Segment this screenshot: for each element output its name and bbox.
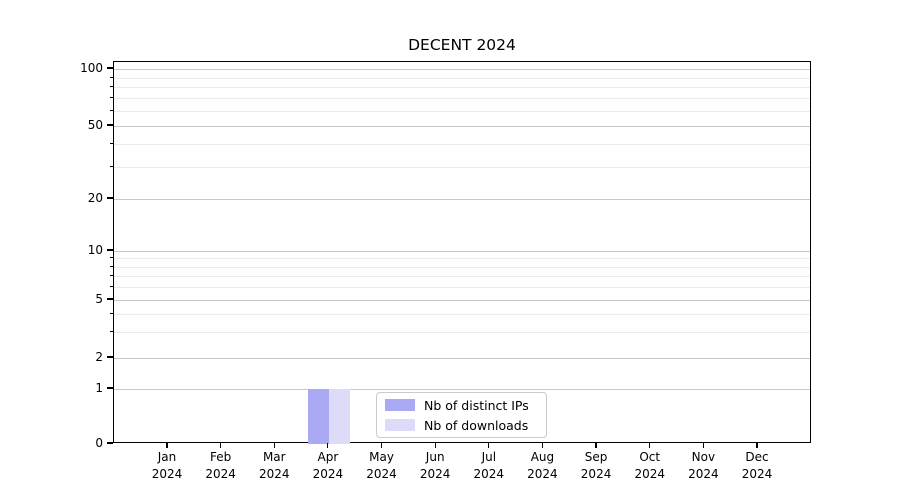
y-tick-mark: [107, 249, 113, 251]
x-tick-mark: [702, 443, 704, 448]
y-tick-label: 2: [95, 350, 103, 364]
x-tick-mark: [649, 443, 651, 448]
x-tick-mark: [220, 443, 222, 448]
gridline-minor: [114, 287, 810, 289]
y-minor-tick-mark: [109, 76, 113, 78]
plot-area: [113, 61, 811, 444]
gridline-minor: [114, 276, 810, 278]
x-tick-mark: [166, 443, 168, 448]
x-tick-mark: [541, 443, 544, 448]
y-minor-tick-mark: [109, 265, 113, 267]
gridline-major: [114, 389, 810, 390]
x-tick-mark: [327, 443, 329, 448]
gridline-major: [114, 358, 810, 359]
legend-swatch-downloads: [385, 419, 415, 431]
x-tick-label: Oct 2024: [634, 450, 665, 481]
legend-item: Nb of distinct IPs: [385, 397, 538, 413]
x-tick-mark: [595, 443, 597, 448]
gridline-minor: [114, 314, 810, 316]
y-tick-label: 10: [87, 243, 103, 257]
y-minor-tick-mark: [109, 97, 113, 99]
y-tick-label: 100: [80, 61, 103, 75]
legend-item: Nb of downloads: [385, 417, 538, 433]
gridline-minor: [114, 166, 810, 168]
y-tick-label: 5: [95, 292, 103, 306]
gridline-minor: [114, 111, 810, 112]
chart-title: DECENT 2024: [408, 36, 516, 54]
y-tick-mark: [107, 387, 113, 389]
x-tick-label: Feb 2024: [205, 450, 236, 481]
y-minor-tick-mark: [109, 313, 113, 315]
legend-label: Nb of downloads: [424, 417, 529, 433]
y-tick-label: 20: [87, 191, 103, 205]
gridline-minor: [114, 266, 810, 268]
x-tick-mark: [488, 443, 490, 448]
legend-swatch-distinct-ips: [385, 399, 415, 411]
y-tick-mark: [107, 356, 113, 358]
legend: Nb of distinct IPs Nb of downloads: [376, 392, 547, 438]
gridline-major: [114, 251, 810, 252]
x-tick-label: Sep 2024: [580, 450, 612, 481]
y-minor-tick-mark: [109, 257, 113, 259]
gridline-minor: [114, 77, 810, 79]
gridline-major: [114, 199, 810, 200]
y-tick-mark: [107, 298, 113, 300]
bar-downloads: [328, 389, 350, 444]
gridline-minor: [114, 98, 810, 100]
x-tick-label: Aug 2024: [527, 450, 558, 481]
gridline-minor: [114, 258, 810, 260]
gridline-minor: [114, 143, 810, 145]
gridline-major: [114, 126, 810, 127]
bar-distinct-ips: [307, 389, 329, 444]
y-minor-tick-mark: [109, 286, 113, 288]
y-tick-mark: [107, 124, 113, 126]
x-tick-label: Nov 2024: [688, 450, 719, 481]
y-tick-label: 1: [95, 381, 103, 395]
gridline-major: [114, 300, 810, 301]
gridline-minor: [114, 87, 810, 89]
y-minor-tick-mark: [109, 331, 113, 333]
gridline-minor: [114, 332, 810, 334]
y-tick-mark: [107, 67, 113, 69]
y-tick-label: 50: [87, 118, 103, 132]
x-tick-label: Dec 2024: [741, 450, 773, 481]
legend-label: Nb of distinct IPs: [424, 397, 529, 413]
x-tick-label: May 2024: [366, 450, 397, 481]
y-minor-tick-mark: [109, 86, 113, 88]
y-tick-label: 0: [95, 436, 103, 450]
x-tick-mark: [273, 443, 275, 448]
y-tick-mark: [107, 442, 113, 444]
y-minor-tick-mark: [109, 275, 113, 277]
x-tick-label: Jun 2024: [419, 450, 451, 481]
y-minor-tick-mark: [109, 142, 113, 144]
x-tick-label: Jan 2024: [151, 450, 183, 481]
x-tick-mark: [434, 443, 436, 448]
x-tick-label: Mar 2024: [258, 450, 290, 481]
y-tick-mark: [107, 197, 113, 199]
x-tick-label: Apr 2024: [312, 450, 344, 481]
x-tick-mark: [756, 443, 758, 448]
y-minor-tick-mark: [109, 110, 113, 111]
x-tick-label: Jul 2024: [473, 450, 505, 481]
gridline-major: [114, 69, 810, 70]
y-minor-tick-mark: [109, 165, 113, 167]
x-tick-mark: [380, 443, 383, 448]
